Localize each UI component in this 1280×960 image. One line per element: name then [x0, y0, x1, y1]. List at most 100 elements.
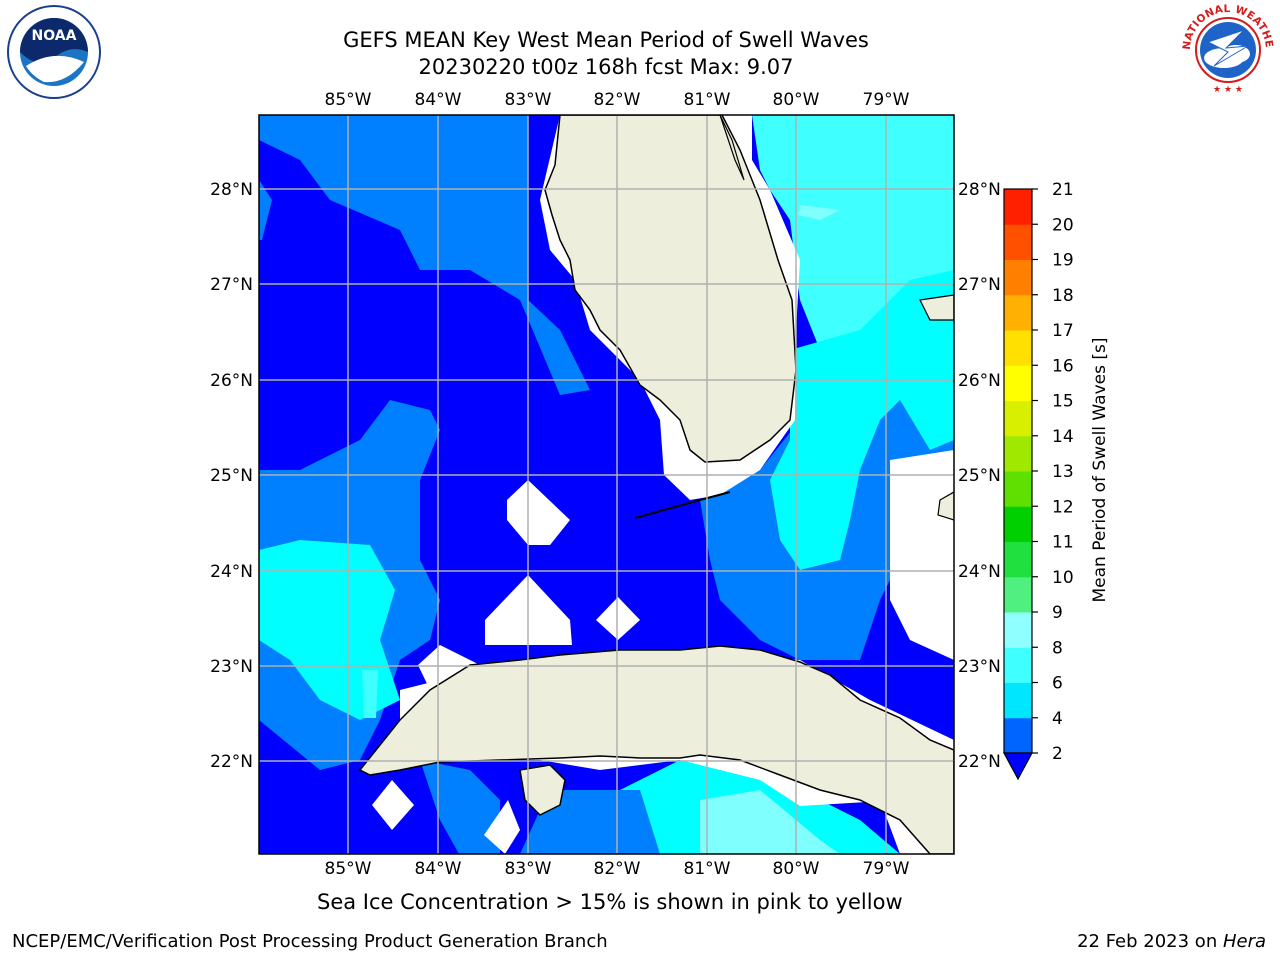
lat-label-left: 23°N — [210, 657, 253, 677]
lat-label-left: 24°N — [210, 562, 253, 582]
lon-label-top: 81°W — [684, 90, 731, 110]
colorbar-label: Mean Period of Swell Waves [s] — [1090, 338, 1110, 603]
contour-mid-blue-sw — [420, 760, 500, 854]
lat-label-right: 27°N — [958, 275, 1001, 295]
map-frame — [258, 114, 955, 855]
florida-land — [544, 115, 797, 463]
colorbar-swatch — [1004, 189, 1032, 225]
missing-patch-east — [890, 450, 954, 660]
lon-labels-top: 85°W 84°W 83°W 82°W 81°W 80°W 79°W — [325, 90, 910, 110]
footer-host: Hera — [1222, 931, 1266, 952]
colorbar-swatch — [1004, 541, 1032, 578]
lat-label-right: 28°N — [958, 180, 1001, 200]
colorbar-swatch — [1004, 682, 1032, 719]
footer-date: 22 Feb 2023 on Hera — [1077, 931, 1266, 952]
lat-label-right: 24°N — [958, 562, 1001, 582]
lat-label-left: 26°N — [210, 371, 253, 391]
colorbar-tick-label: 11 — [1052, 533, 1074, 553]
missing-patch-4 — [418, 645, 480, 690]
footer-credit: NCEP/EMC/Verification Post Processing Pr… — [12, 931, 608, 952]
colorbar-swatch — [1004, 259, 1032, 296]
missing-patch-5 — [372, 780, 414, 830]
colorbar-tick-label: 16 — [1052, 356, 1074, 376]
map-title: GEFS MEAN Key West Mean Period of Swell … — [343, 28, 869, 52]
lat-label-right: 26°N — [958, 371, 1001, 391]
lon-label-bottom: 83°W — [505, 859, 552, 879]
contour-palecyan-east — [798, 205, 840, 220]
colorbar-tick-label: 15 — [1052, 392, 1074, 412]
lat-labels-right: 28°N 27°N 26°N 25°N 24°N 23°N 22°N — [958, 180, 1001, 772]
isla-juventud-land — [519, 764, 566, 816]
bahamas-land-1 — [919, 294, 954, 321]
cuba-land — [358, 645, 954, 854]
colorbar-tick-label: 2 — [1052, 744, 1063, 764]
lon-label-top: 80°W — [773, 90, 820, 110]
bahamas-land-2 — [937, 491, 954, 521]
noaa-logo-icon: NOAA — [7, 5, 101, 99]
contour-palecyan-south — [700, 790, 840, 854]
colorbar-tick-label: 4 — [1052, 709, 1063, 729]
contour-mid-blue-edge — [259, 180, 272, 240]
lat-label-right: 23°N — [958, 657, 1001, 677]
colorbar-tick-label: 18 — [1052, 286, 1074, 306]
colorbar-swatch — [1004, 435, 1032, 472]
missing-patch-1 — [507, 480, 570, 545]
lon-label-bottom: 80°W — [773, 859, 820, 879]
colorbar-tick-label: 17 — [1052, 321, 1074, 341]
colorbar-swatch — [1004, 576, 1032, 613]
lon-label-bottom: 85°W — [325, 859, 372, 879]
nws-logo-icon: NATIONAL WEATHER SERVICE ★ ★ ★ — [1178, 0, 1275, 97]
lat-labels-left: 28°N 27°N 26°N 25°N 24°N 23°N 22°N — [210, 180, 253, 772]
colorbar-tick-label: 19 — [1052, 251, 1074, 271]
colorbar-tick-label: 20 — [1052, 215, 1074, 235]
colorbar-swatch — [1004, 717, 1032, 754]
lat-label-left: 27°N — [210, 275, 253, 295]
map-subtitle: 20230220 t00z 168h fcst Max: 9.07 — [418, 55, 794, 79]
colorbar-swatch — [1004, 294, 1032, 331]
lat-label-left: 25°N — [210, 466, 253, 486]
colorbar-swatch — [1004, 471, 1032, 507]
missing-patch-3 — [596, 597, 640, 640]
lon-label-top: 84°W — [415, 90, 462, 110]
colorbar-tick-label: 12 — [1052, 497, 1074, 517]
footer-date-text: 22 Feb 2023 on — [1077, 931, 1223, 952]
lat-label-right: 22°N — [958, 752, 1001, 772]
lon-label-top: 82°W — [594, 90, 641, 110]
colorbar-swatch — [1004, 224, 1032, 260]
colorbar-swatch — [1004, 647, 1032, 683]
colorbar-swatch — [1004, 612, 1032, 648]
contour-mid-blue-north — [259, 115, 590, 395]
lon-label-top: 83°W — [505, 90, 552, 110]
lon-label-top: 85°W — [325, 90, 372, 110]
lat-label-left: 22°N — [210, 752, 253, 772]
florida-keys — [634, 491, 731, 519]
lon-label-top: 79°W — [863, 90, 910, 110]
colorbar-tick-label: 6 — [1052, 674, 1063, 694]
map-grid — [259, 115, 954, 854]
colorbar-tick-label: 21 — [1052, 180, 1074, 200]
colorbar-tick-label: 10 — [1052, 568, 1074, 588]
contour-cyan-east — [770, 270, 954, 570]
colorbar-tick-label: 8 — [1052, 638, 1063, 658]
colorbar-tick-label: 9 — [1052, 603, 1063, 623]
noaa-logo-text: NOAA — [32, 28, 77, 44]
colorbar-swatch — [1004, 330, 1032, 366]
florida-coast-detail — [719, 115, 745, 181]
colorbar-swatch — [1004, 365, 1032, 401]
lon-label-bottom: 79°W — [863, 859, 910, 879]
colorbar-swatch — [1004, 506, 1032, 542]
colorbar: 2 4 6 8 9 10 11 12 13 14 15 16 17 18 19 20 21 — [1002, 180, 1074, 781]
lon-label-bottom: 81°W — [684, 859, 731, 879]
lat-label-left: 28°N — [210, 180, 253, 200]
colorbar-swatch — [1004, 400, 1032, 437]
lon-label-bottom: 84°W — [415, 859, 462, 879]
sea-ice-note: Sea Ice Concentration > 15% is shown in … — [317, 890, 903, 914]
colorbar-under-extension — [1002, 752, 1034, 781]
colorbar-tick-label: 14 — [1052, 427, 1074, 447]
missing-patch-6 — [484, 800, 520, 854]
svg-text:★ ★ ★: ★ ★ ★ — [1213, 85, 1243, 95]
map-panel — [259, 115, 954, 854]
contour-lightcyan-west — [362, 670, 378, 718]
